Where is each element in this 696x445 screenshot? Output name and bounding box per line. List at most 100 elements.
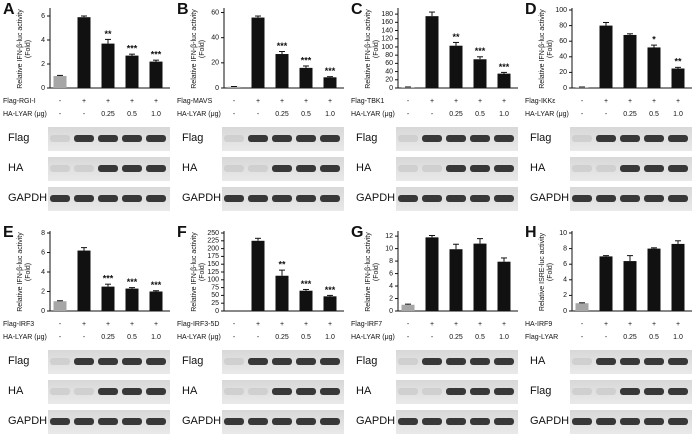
y-axis-label: (Fold) bbox=[199, 40, 206, 58]
condition-value: 0.5 bbox=[475, 334, 485, 341]
condition-label: Flag-IRF3 bbox=[3, 321, 34, 328]
blot-band bbox=[572, 388, 592, 395]
blot-band bbox=[644, 165, 664, 172]
condition-value: - bbox=[407, 334, 410, 341]
y-tick-label: 6 bbox=[41, 13, 45, 20]
blot-band bbox=[668, 388, 688, 395]
y-tick-label: 4 bbox=[563, 277, 567, 284]
y-tick-label: 2 bbox=[563, 292, 567, 299]
blot-band bbox=[494, 135, 514, 142]
blot-band bbox=[122, 165, 142, 172]
condition-value: + bbox=[130, 321, 134, 328]
condition-label: HA-LYAR (μg) bbox=[3, 111, 47, 118]
y-tick-label: 2 bbox=[41, 61, 45, 68]
blot-band bbox=[422, 358, 442, 365]
condition-value: - bbox=[581, 111, 584, 118]
condition-label: Flag-TBK1 bbox=[351, 98, 385, 105]
condition-value: + bbox=[256, 98, 260, 105]
blot-band bbox=[248, 358, 268, 365]
blot-label: Flag bbox=[8, 132, 29, 144]
condition-value: + bbox=[502, 98, 506, 105]
y-tick-label: 75 bbox=[211, 284, 219, 291]
condition-label: HA-LYAR (μg) bbox=[525, 111, 569, 118]
y-axis-label: (Fold) bbox=[25, 40, 32, 58]
blot-band bbox=[248, 165, 268, 172]
blot-band bbox=[320, 418, 340, 425]
significance-label: *** bbox=[127, 44, 138, 54]
condition-value: + bbox=[154, 98, 158, 105]
blot-band bbox=[224, 418, 244, 425]
blot-label: HA bbox=[182, 162, 198, 174]
significance-label: *** bbox=[127, 277, 138, 287]
blot-band bbox=[74, 388, 94, 395]
condition-value: - bbox=[581, 334, 584, 341]
y-tick-label: 60 bbox=[559, 38, 567, 45]
condition-value: 0.25 bbox=[623, 111, 637, 118]
condition-value: + bbox=[454, 321, 458, 328]
blot-band bbox=[320, 358, 340, 365]
panel-letter: B bbox=[177, 1, 189, 18]
bar bbox=[227, 86, 241, 88]
condition-value: 1.0 bbox=[499, 334, 509, 341]
blot-band bbox=[272, 388, 292, 395]
blot-band bbox=[146, 388, 166, 395]
condition-value: - bbox=[59, 321, 62, 328]
condition-value: 0.5 bbox=[301, 111, 311, 118]
y-tick-label: 6 bbox=[389, 270, 393, 277]
blot-label: HA bbox=[356, 385, 372, 397]
condition-value: - bbox=[257, 111, 260, 118]
blot-band bbox=[620, 195, 640, 202]
bar bbox=[101, 43, 115, 88]
y-tick-label: 80 bbox=[559, 22, 567, 29]
blot-band bbox=[74, 135, 94, 142]
y-tick-label: 100 bbox=[207, 277, 219, 284]
condition-value: - bbox=[257, 334, 260, 341]
blot-band bbox=[620, 135, 640, 142]
y-axis-label: Relative IFN-β-luc activity bbox=[191, 232, 198, 312]
bar bbox=[251, 17, 265, 89]
y-tick-label: 0 bbox=[389, 308, 393, 315]
blot-label: Flag bbox=[8, 355, 29, 367]
blot-band bbox=[146, 165, 166, 172]
y-tick-label: 80 bbox=[385, 52, 393, 59]
blot-band bbox=[470, 135, 490, 142]
panel-letter: G bbox=[351, 224, 363, 241]
blot-label: GAPDH bbox=[530, 415, 569, 427]
blot-band bbox=[572, 165, 592, 172]
blot-band bbox=[494, 388, 514, 395]
bar bbox=[77, 250, 91, 311]
condition-value: + bbox=[478, 321, 482, 328]
condition-value: - bbox=[233, 98, 236, 105]
y-tick-label: 0 bbox=[563, 85, 567, 92]
condition-value: + bbox=[628, 98, 632, 105]
y-tick-label: 4 bbox=[41, 37, 45, 44]
condition-value: - bbox=[407, 111, 410, 118]
blot-band bbox=[98, 135, 118, 142]
condition-value: + bbox=[430, 98, 434, 105]
panel-letter: H bbox=[525, 224, 537, 241]
y-tick-label: 225 bbox=[207, 238, 219, 245]
panel-letter: E bbox=[3, 224, 14, 241]
bar bbox=[125, 55, 139, 88]
blot-label: GAPDH bbox=[182, 192, 221, 204]
bar bbox=[401, 87, 415, 88]
blot-band bbox=[668, 418, 688, 425]
blot-band bbox=[398, 358, 418, 365]
blot-label: GAPDH bbox=[530, 192, 569, 204]
blot-band bbox=[248, 195, 268, 202]
blot-band bbox=[446, 388, 466, 395]
panel-letter: D bbox=[525, 1, 537, 18]
condition-value: 0.25 bbox=[101, 334, 115, 341]
blot-band bbox=[122, 135, 142, 142]
condition-value: - bbox=[605, 111, 608, 118]
blot-band bbox=[296, 358, 316, 365]
condition-value: + bbox=[676, 321, 680, 328]
condition-value: - bbox=[581, 321, 584, 328]
significance-label: *** bbox=[475, 46, 486, 56]
y-tick-label: 12 bbox=[385, 233, 393, 240]
condition-value: 0.25 bbox=[449, 111, 463, 118]
blot-band bbox=[572, 195, 592, 202]
panel-letter: A bbox=[3, 1, 15, 18]
blot-band bbox=[470, 195, 490, 202]
